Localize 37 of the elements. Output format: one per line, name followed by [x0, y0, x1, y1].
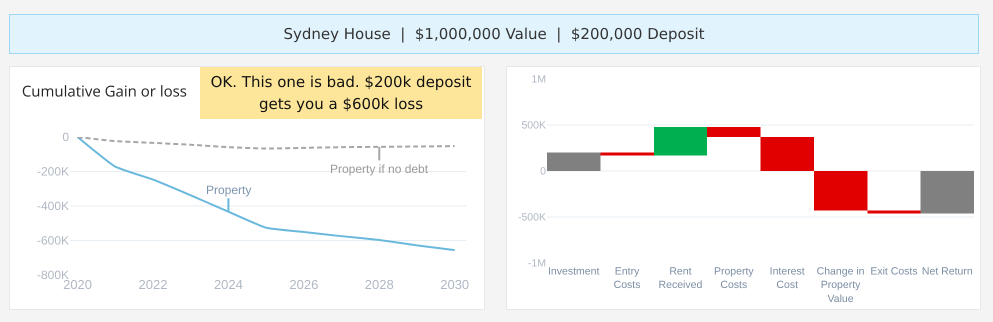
- y-tick-label: 0: [62, 130, 70, 144]
- x-tick-label: Change in Property Value: [816, 266, 865, 305]
- x-tick-label: Entry Costs: [614, 266, 640, 292]
- x-tick-label: Exit Costs: [870, 266, 918, 278]
- y-tick-label: -200K: [36, 164, 69, 179]
- y-tick-label: 1M: [531, 74, 546, 86]
- x-tick-label: Net Return: [922, 266, 973, 278]
- series-label: Property: [206, 183, 252, 197]
- x-tick-label: Interest Cost: [770, 266, 805, 292]
- bar: [814, 171, 868, 211]
- x-tick-label: Property Costs: [714, 266, 754, 292]
- y-tick-label: -400K: [36, 199, 69, 214]
- x-tick-label: 2022: [138, 277, 168, 292]
- x-tick-label: Investment: [548, 266, 600, 278]
- bar: [654, 126, 708, 156]
- bar: [547, 152, 600, 171]
- y-tick-label: 0: [540, 166, 546, 178]
- text: OK. This one is bad. $200k deposit gets you a $600k loss: [200, 67, 482, 119]
- y-tick-label: 500K: [521, 120, 546, 132]
- x-tick-label: 2024: [214, 277, 243, 292]
- x-tick-label: 2028: [364, 277, 394, 292]
- x-tick-label: 2030: [440, 277, 470, 292]
- text: Sydney House | $1,000,000 Value | $200,000 Deposit: [9, 14, 979, 54]
- y-tick-label: -600K: [36, 234, 69, 248]
- bar: [867, 210, 921, 214]
- x-tick-label: 2026: [289, 277, 318, 292]
- bar: [600, 152, 654, 156]
- chart-title: Cumulative Gain or loss: [22, 81, 187, 102]
- x-tick-label: Rent Received: [658, 266, 702, 292]
- legend-label: Property if no debt: [330, 162, 429, 176]
- x-tick-label: 2020: [63, 277, 92, 292]
- bar: [707, 126, 760, 137]
- bar: [920, 171, 974, 214]
- y-tick-label: -1M: [528, 258, 546, 270]
- y-tick-label: -500K: [518, 212, 546, 224]
- bar: [760, 136, 814, 171]
- line-series: [76, 137, 456, 252]
